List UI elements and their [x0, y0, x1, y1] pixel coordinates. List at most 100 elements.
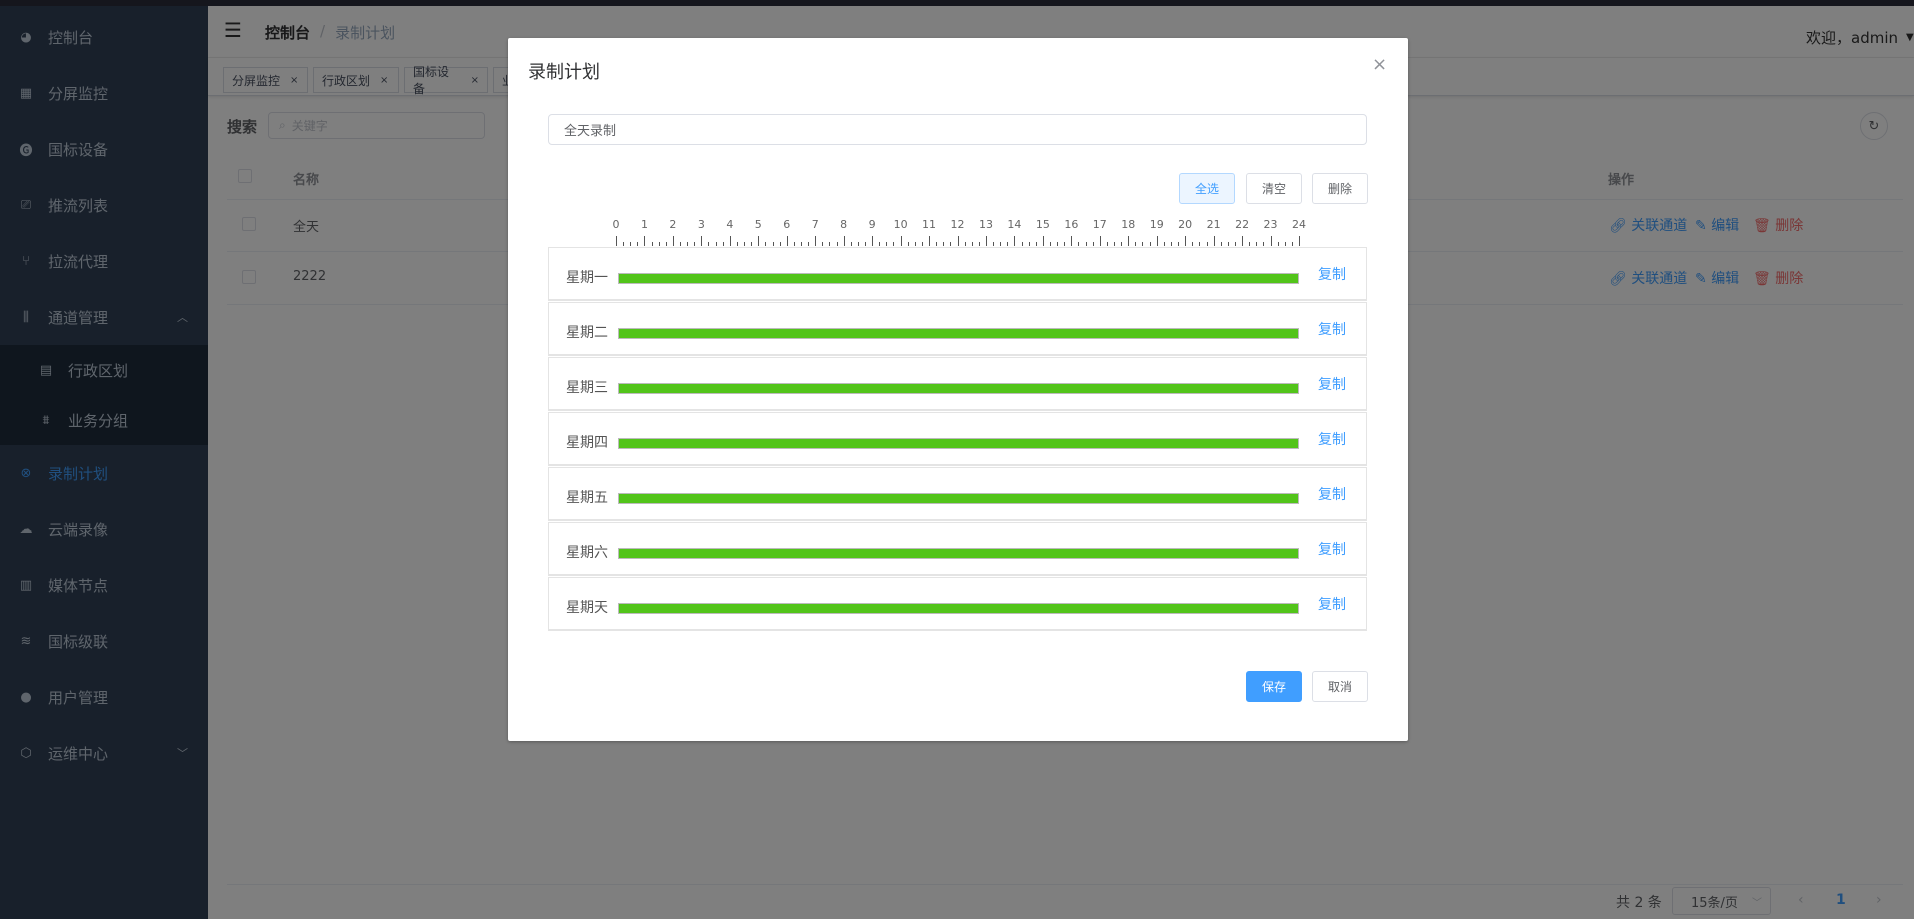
hour-label: 6 [783, 218, 791, 231]
hour-tick [1128, 236, 1130, 246]
hour-tick [1007, 242, 1009, 246]
hour-tick [1256, 242, 1258, 246]
hour-tick [1064, 242, 1066, 246]
hour-tick [786, 236, 788, 246]
hour-label: 12 [950, 218, 965, 231]
hour-tick [1114, 242, 1116, 246]
hour-tick [1284, 242, 1286, 246]
hour-tick [1249, 242, 1251, 246]
hour-tick [1170, 242, 1172, 246]
record-time-bar[interactable] [618, 273, 1299, 284]
copy-button[interactable]: 复制 [1318, 267, 1346, 283]
hour-label: 10 [893, 218, 908, 231]
plan-name-input[interactable]: 全天录制 [548, 114, 1367, 145]
hour-tick [1092, 242, 1094, 246]
hour-tick [665, 242, 667, 246]
hour-tick [751, 242, 753, 246]
hour-tick [857, 242, 859, 246]
hour-tick [1220, 242, 1222, 246]
hour-tick [914, 242, 916, 246]
day-label: 星期天 [566, 600, 608, 616]
record-time-bar[interactable] [618, 548, 1299, 559]
hour-tick [715, 242, 717, 246]
day-row: 星期二 复制 [548, 302, 1367, 356]
hour-tick [822, 242, 824, 246]
hour-tick [815, 236, 817, 246]
hour-tick [651, 242, 653, 246]
copy-button[interactable]: 复制 [1318, 542, 1346, 558]
copy-button[interactable]: 复制 [1318, 487, 1346, 503]
day-label: 星期五 [566, 490, 608, 506]
day-row: 星期一 复制 [548, 247, 1367, 301]
clear-button[interactable]: 清空 [1246, 173, 1302, 204]
hour-tick [1163, 242, 1165, 246]
hour-label: 7 [811, 218, 819, 231]
record-time-bar[interactable] [618, 383, 1299, 394]
hour-label: 8 [840, 218, 848, 231]
day-row: 星期六 复制 [548, 522, 1367, 576]
hour-tick [1035, 242, 1037, 246]
hour-label: 20 [1178, 218, 1193, 231]
hour-tick [708, 242, 710, 246]
hour-tick [680, 242, 682, 246]
select-all-button[interactable]: 全选 [1179, 173, 1235, 204]
hour-tick [1014, 236, 1016, 246]
hour-tick [722, 242, 724, 246]
hour-tick [879, 242, 881, 246]
day-label: 星期三 [566, 380, 608, 396]
cancel-button[interactable]: 取消 [1312, 671, 1368, 702]
record-time-bar[interactable] [618, 328, 1299, 339]
hour-label: 13 [978, 218, 993, 231]
copy-button[interactable]: 复制 [1318, 597, 1346, 613]
hour-tick [957, 236, 959, 246]
hour-tick [1178, 242, 1180, 246]
hour-tick [808, 242, 810, 246]
copy-button[interactable]: 复制 [1318, 322, 1346, 338]
save-button[interactable]: 保存 [1246, 671, 1302, 702]
hour-tick [1299, 236, 1300, 246]
hour-tick [865, 242, 866, 246]
hour-tick [872, 236, 874, 246]
day-row: 星期四 复制 [548, 412, 1367, 466]
record-plan-dialog: 录制计划 × 全天录制 全选 清空 删除 0 1 2 3 4 5 6 7 8 9 10 11 12 13 1… [508, 38, 1408, 741]
record-time-bar[interactable] [618, 603, 1299, 614]
hour-tick [1049, 242, 1051, 246]
hour-tick [843, 236, 845, 246]
hour-tick [929, 236, 931, 246]
hour-tick [1121, 242, 1123, 246]
hour-tick [1185, 236, 1187, 246]
hour-tick [623, 242, 625, 246]
hour-tick [993, 242, 995, 246]
hour-tick [1135, 242, 1137, 246]
hour-label: 18 [1121, 218, 1136, 231]
copy-button[interactable]: 复制 [1318, 377, 1346, 393]
hour-tick [758, 236, 760, 246]
hour-tick [616, 236, 617, 246]
hour-label: 17 [1092, 218, 1107, 231]
record-time-bar[interactable] [618, 493, 1299, 504]
hour-tick [736, 242, 738, 246]
plan-name-value: 全天录制 [564, 124, 617, 139]
copy-button[interactable]: 复制 [1318, 432, 1346, 448]
hour-tick [936, 242, 938, 246]
close-icon[interactable]: × [1372, 54, 1388, 75]
hour-label: 11 [922, 218, 937, 231]
hour-tick [1263, 242, 1265, 246]
hour-tick [1227, 242, 1229, 246]
hour-tick [1078, 242, 1080, 246]
hour-label: 21 [1206, 218, 1221, 231]
hour-tick [1021, 242, 1023, 246]
hour-tick [1142, 242, 1144, 246]
delete-button[interactable]: 删除 [1312, 173, 1368, 204]
day-label: 星期一 [566, 270, 608, 286]
hour-tick [1085, 242, 1087, 246]
hour-tick [1199, 242, 1201, 246]
record-time-bar[interactable] [618, 438, 1299, 449]
hour-tick [779, 242, 781, 246]
hour-tick [744, 242, 746, 246]
dialog-title: 录制计划 [528, 62, 600, 83]
hour-tick [1213, 236, 1215, 246]
hour-tick [729, 236, 731, 246]
day-label: 星期四 [566, 435, 608, 451]
hour-label: 15 [1035, 218, 1050, 231]
